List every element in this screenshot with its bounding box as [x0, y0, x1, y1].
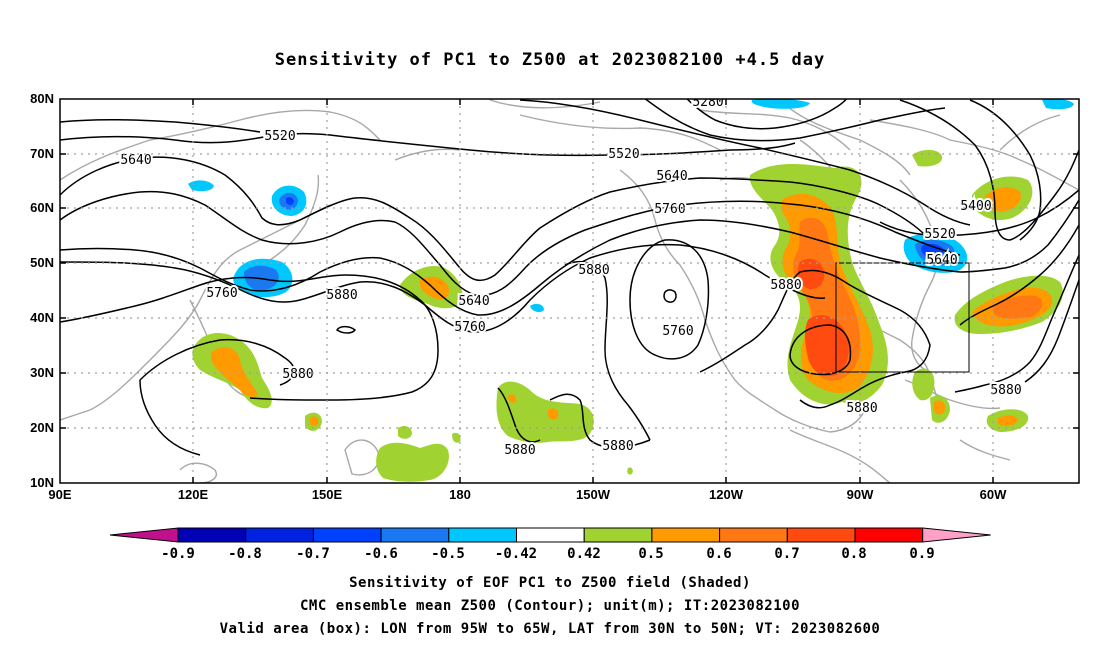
colorbar-label: -0.42 [494, 546, 538, 562]
gridlines [60, 99, 1079, 483]
colorbar-label: 0.42 [567, 546, 601, 562]
colorbar-label: -0.9 [161, 546, 195, 562]
map-frame [59, 98, 1080, 484]
lon-label: 120E [177, 487, 209, 502]
z500-contours [60, 99, 1079, 456]
caption-line-2: CMC ensemble mean Z500 (Contour); unit(m… [299, 598, 800, 614]
map-title: Sensitivity of PC1 to Z500 at 2023082100… [274, 50, 826, 70]
lat-label: 40N [30, 310, 54, 325]
contour-label: 5760 [654, 202, 685, 217]
contour-label: 5760 [454, 320, 485, 335]
contour-labels: 5280 5520 5520 5640 5640 5640 5640 5760 … [118, 95, 1023, 460]
lat-label: 70N [30, 146, 54, 161]
lon-label: 90E [48, 487, 72, 502]
colorbar-label: 0.9 [909, 546, 935, 562]
lon-label: 90W [846, 487, 874, 502]
lon-label: 180 [449, 487, 471, 502]
lon-label: 150W [576, 487, 610, 502]
lat-label: 20N [30, 420, 54, 435]
lat-label: 30N [30, 365, 54, 380]
lon-label: 60W [979, 487, 1007, 502]
contour-label: 5640 [458, 294, 489, 309]
contour-label: 5880 [990, 383, 1021, 398]
lon-label: 150E [311, 487, 343, 502]
contour-label: 5520 [264, 129, 295, 144]
lat-label: 10N [30, 475, 54, 490]
colorbar-label: 0.7 [774, 546, 800, 562]
negative-sensitivity-regions [188, 99, 1074, 313]
caption-line-3: Valid area (box): LON from 95W to 65W, L… [219, 621, 881, 637]
lon-label: 120W [709, 487, 743, 502]
colorbar-label: 0.8 [841, 546, 867, 562]
contour-label: 5880 [578, 263, 609, 278]
contour-label: 5880 [282, 367, 313, 382]
contour-label: 5880 [846, 401, 877, 416]
contour-label: 5280 [692, 95, 723, 110]
lat-label: 80N [30, 91, 54, 106]
colorbar-label: -0.8 [228, 546, 262, 562]
contour-label: 5880 [504, 443, 535, 458]
caption-line-1: Sensitivity of EOF PC1 to Z500 field (Sh… [349, 575, 751, 591]
contour-label: 5760 [206, 286, 237, 301]
colorbar-label: -0.6 [364, 546, 398, 562]
contour-label: 5640 [926, 253, 957, 268]
colorbar-label: 0.6 [706, 546, 732, 562]
contour-label: 5640 [656, 169, 687, 184]
contour-label: 5760 [662, 324, 693, 339]
contour-label: 5520 [924, 227, 955, 242]
colorbar-label: -0.7 [296, 546, 330, 562]
contour-label: 5880 [602, 439, 633, 454]
positive-sensitivity-regions [192, 149, 1063, 482]
colorbar-label: -0.5 [431, 546, 465, 562]
colorbar-label: 0.5 [638, 546, 664, 562]
lat-label: 50N [30, 255, 54, 270]
contour-label: 5520 [608, 147, 639, 162]
valid-area-box [835, 262, 970, 373]
contour-label: 5880 [326, 288, 357, 303]
contour-label: 5640 [120, 153, 151, 168]
contour-label: 5400 [960, 199, 991, 214]
lat-label: 60N [30, 200, 54, 215]
contour-label: 5880 [770, 278, 801, 293]
